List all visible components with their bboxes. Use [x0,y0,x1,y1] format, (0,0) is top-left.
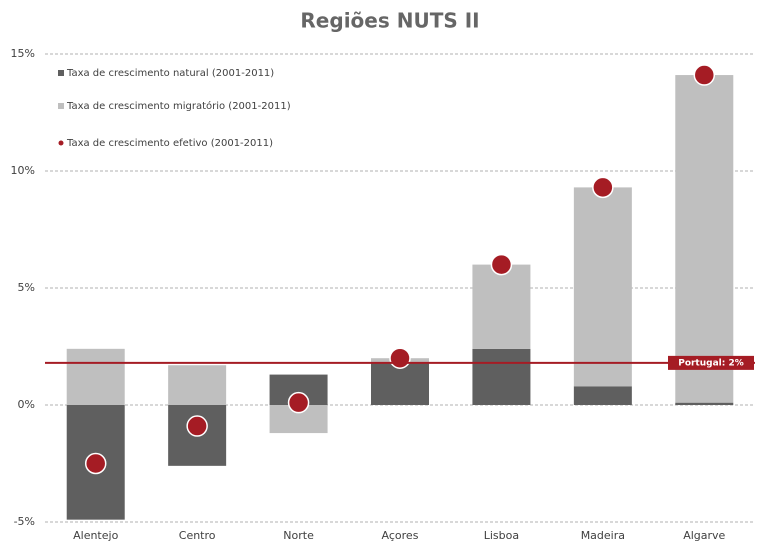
reference-label-box [668,355,754,370]
x-tick-label: Norte [283,529,314,542]
dot [287,391,310,414]
bar [371,362,429,405]
bar [472,264,531,349]
dot [592,176,614,199]
x-tick-label: Algarve [683,529,725,542]
dot [186,415,208,437]
y-tick-label: 15% [11,47,35,60]
legend-label: Taxa de crescimento natural (2001-2011) [66,68,274,79]
legend-marker [58,70,64,76]
dot [490,253,513,276]
legend-label: Taxa de crescimento efetivo (2001-2011) [66,138,273,149]
legend-marker [58,103,64,109]
reference-label: Portugal: 2% [678,358,744,368]
x-tick-label: Alentejo [73,529,118,542]
x-tick-label: Madeira [581,529,625,542]
x-tick-label: Centro [179,529,216,542]
bar [66,348,125,405]
bar [675,75,734,403]
y-tick-label: -5% [14,515,35,528]
bar [168,365,227,405]
y-tick-label: 0% [18,398,35,411]
x-tick-label: Lisboa [484,529,519,542]
bar [675,402,734,405]
chart-title: Regiões NUTS II [300,9,479,33]
legend-label: Taxa de crescimento migratório (2001-201… [66,100,291,112]
x-tick-label: Açores [382,529,419,542]
legend-marker [58,140,64,146]
dot [693,64,716,86]
bar [573,187,632,387]
bar [573,386,632,405]
y-tick-label: 10% [11,164,35,177]
y-tick-label: 5% [18,281,35,294]
dot [389,347,411,369]
dot [84,452,107,475]
bar [472,348,531,405]
